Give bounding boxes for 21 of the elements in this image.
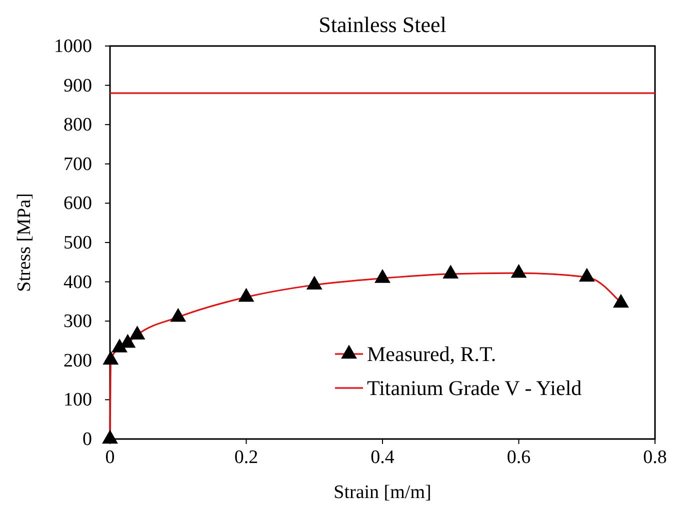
y-axis-title: Stress [MPa] (14, 193, 35, 292)
y-tick-label: 800 (64, 114, 92, 136)
y-tick-label: 300 (64, 311, 92, 332)
y-tick-label: 100 (64, 390, 92, 411)
chart-title: Stainless Steel (318, 12, 446, 37)
y-tick-label: 600 (64, 193, 92, 214)
x-tick-label: 0.4 (370, 447, 395, 468)
x-tick-label: 0.2 (234, 447, 258, 468)
x-axis-title: Strain [m/m] (334, 482, 432, 503)
y-tick-label: 400 (64, 272, 92, 293)
y-tick-label: 200 (64, 350, 92, 372)
x-tick-label: 0.6 (506, 447, 531, 468)
y-tick-label: 700 (64, 154, 92, 175)
y-tick-label: 1000 (54, 36, 92, 57)
y-tick-label: 900 (64, 75, 92, 96)
y-tick-label: 0 (82, 429, 92, 450)
y-tick-label: 500 (64, 232, 92, 254)
x-tick-label: 0.8 (643, 447, 667, 468)
legend-label: Measured, R.T. (367, 342, 496, 366)
x-tick-label: 0 (105, 447, 115, 468)
legend-label: Titanium Grade V - Yield (367, 376, 582, 400)
